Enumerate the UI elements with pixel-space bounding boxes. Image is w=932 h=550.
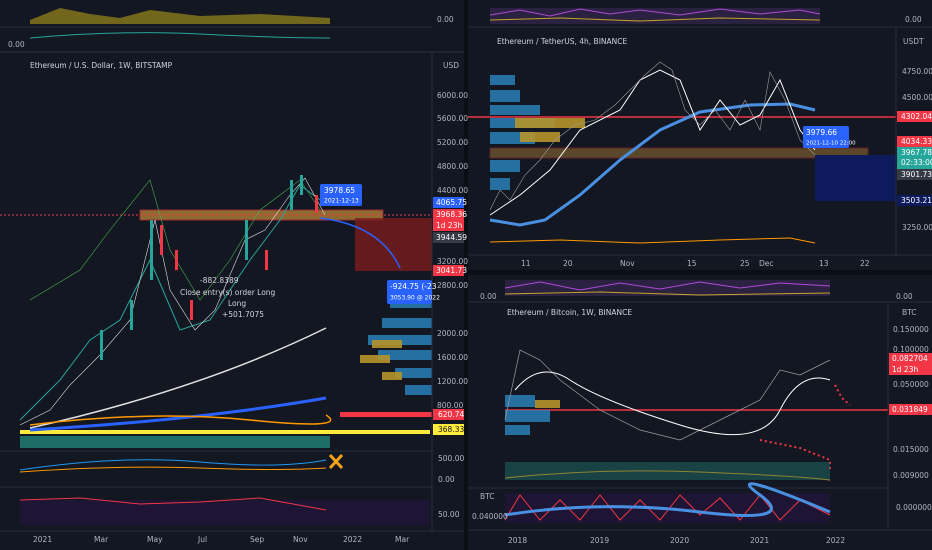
annotation: 3978.65 xyxy=(324,186,355,195)
price-label: 0.015000 xyxy=(893,445,929,454)
time-label: Dec xyxy=(759,259,774,268)
time-label: Mar xyxy=(395,535,410,544)
price-label: 4750.00 xyxy=(902,67,932,76)
price-label: 2800.00 xyxy=(437,281,468,290)
time-label: 2022 xyxy=(343,535,362,544)
price-label: 1200.00 xyxy=(437,377,468,386)
price-label: 2000.00 xyxy=(437,329,468,338)
time-label: Jul xyxy=(197,535,207,544)
indicator-value: 0.00 xyxy=(437,15,454,24)
time-label: 2022 xyxy=(826,536,845,545)
time-axis: 11 20 Nov 15 25 Dec 13 22 xyxy=(521,259,870,268)
right-bottom-decor xyxy=(468,280,932,531)
time-label: 13 xyxy=(819,259,829,268)
annotation: 2021-12-10 22:00 xyxy=(806,141,856,147)
annotation: 3979.66 xyxy=(806,128,837,137)
price-label: 6000.00 xyxy=(437,91,468,100)
price-label: 4400.00 xyxy=(437,186,468,195)
sub-axis-label: 500.00 xyxy=(438,454,464,463)
price-label: 3250.00 xyxy=(902,223,932,232)
price-tag: 620.74 xyxy=(438,410,464,419)
indicator-value: 0.00 xyxy=(480,292,497,301)
annotation: 2021-12-13 xyxy=(324,198,359,205)
time-label: 20 xyxy=(563,259,573,268)
sub-axis-label: 0.00 xyxy=(438,475,455,484)
time-label: 2021 xyxy=(750,536,769,545)
time-axis: 2021 Mar May Jul Sep Nov 2022 Mar xyxy=(33,535,410,544)
price-label: 0.100000 xyxy=(893,345,929,354)
time-label: 2020 xyxy=(670,536,689,545)
price-tag: 3901.73 xyxy=(901,170,932,179)
price-tag: 0.082704 xyxy=(892,354,928,363)
chart-title: Ethereum / U.S. Dollar, 1W, BITSTAMP xyxy=(30,61,173,70)
price-label: 5600.00 xyxy=(437,114,468,123)
price-tag: 3967.78 xyxy=(901,148,932,157)
price-tag: 3503.21 xyxy=(901,196,932,205)
time-label: 11 xyxy=(521,259,531,268)
annotation: Close entry(s) order Long xyxy=(180,288,276,297)
indicator-value: 0.00 xyxy=(905,15,922,24)
annotation: 3053.90 @ 2022 xyxy=(390,295,440,302)
price-label: 1600.00 xyxy=(437,353,468,362)
time-label: 22 xyxy=(860,259,870,268)
time-label: Mar xyxy=(94,535,109,544)
time-label: Nov xyxy=(620,259,635,268)
price-label: 5200.00 xyxy=(437,138,468,147)
price-label: 4500.00 xyxy=(902,93,932,102)
price-axis: 0.150000 0.100000 0.050000 0.015000 0.009000 xyxy=(893,325,929,480)
price-tags: 4302.04 4034.33 3967.78 02:33:00 3901.73… xyxy=(897,111,932,206)
price-label: 4800.00 xyxy=(437,162,468,171)
price-tag: 4034.33 xyxy=(901,137,932,146)
countdown: 02:33:00 xyxy=(901,158,932,167)
price-label: 0.150000 xyxy=(893,325,929,334)
left-decor xyxy=(0,8,464,532)
sub-currency: BTC xyxy=(480,492,495,501)
annotations: 3978.65 2021-12-13 -882.8389 Close entry… xyxy=(180,184,440,319)
price-label: 0.009000 xyxy=(893,471,929,480)
time-label: 25 xyxy=(740,259,750,268)
price-label: 3200.00 xyxy=(437,257,468,266)
price-tag: 3944.59 xyxy=(436,233,467,242)
sub-axis-label: 0.000000 xyxy=(896,503,932,512)
currency: BTC xyxy=(902,308,917,317)
time-label: 2019 xyxy=(590,536,609,545)
chart-title: Ethereum / TetherUS, 4h, BINANCE xyxy=(497,37,628,46)
price-tags: 4065.75 3968.36 1d 23h 3944.59 3041.73 6… xyxy=(433,197,467,435)
annotation: Long xyxy=(228,299,246,308)
price-tag: 4302.04 xyxy=(901,112,932,121)
price-label: 800.00 xyxy=(437,401,463,410)
currency: USDT xyxy=(903,37,924,46)
time-label: 2021 xyxy=(33,535,52,544)
time-label: Nov xyxy=(293,535,308,544)
price-tag: 3041.73 xyxy=(436,266,467,275)
time-label: 15 xyxy=(687,259,697,268)
indicator-value: 0.00 xyxy=(896,292,913,301)
indicator-value: 0.00 xyxy=(8,40,25,49)
price-label: 0.050000 xyxy=(893,380,929,389)
sub-axis-label: 0.040000 xyxy=(472,512,508,521)
time-label: 2018 xyxy=(508,536,527,545)
countdown: 1d 23h xyxy=(892,365,918,374)
annotation: -924.75 (-23 xyxy=(390,282,437,291)
annotation: -882.8389 xyxy=(200,276,239,285)
annotation: +501.7075 xyxy=(222,310,264,319)
countdown: 1d 23h xyxy=(436,221,462,230)
annotation-box xyxy=(803,126,849,148)
price-tag: 4065.75 xyxy=(436,198,467,207)
time-axis: 2018 2019 2020 2021 2022 xyxy=(508,536,845,545)
currency: USD xyxy=(443,61,459,70)
price-axis: 6000.00 5600.00 5200.00 4800.00 4400.00 3200.… xyxy=(437,91,468,410)
time-label: Sep xyxy=(250,535,264,544)
right-top-decor xyxy=(468,8,932,256)
time-label: May xyxy=(147,535,163,544)
price-tag: 368.33 xyxy=(438,425,464,434)
sub-axis-label: 50.00 xyxy=(438,510,460,519)
left-panel xyxy=(0,0,464,550)
price-tags: 0.082704 1d 23h 0.031849 xyxy=(889,353,932,415)
price-tag: 3968.36 xyxy=(436,210,467,219)
chart-title: Ethereum / Bitcoin, 1W, BINANCE xyxy=(507,308,632,317)
price-tag: 0.031849 xyxy=(892,405,928,414)
